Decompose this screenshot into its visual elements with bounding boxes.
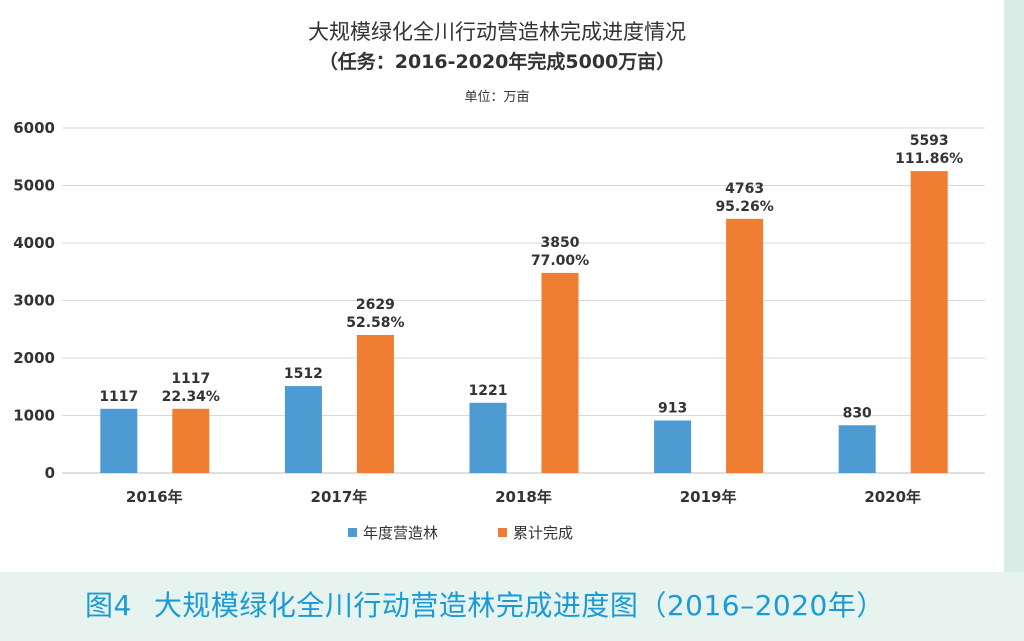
chart-panel — [0, 0, 1004, 572]
bar-series-2-1 — [172, 408, 210, 473]
percent-label-series-2-4: 95.26% — [715, 199, 773, 215]
chart-title: 大规模绿化全川行动营造林完成进度情况 — [308, 20, 686, 44]
data-label-series-2-2: 2629 — [356, 297, 395, 313]
data-label-series-2-5: 5593 — [910, 133, 949, 149]
percent-label-series-2-3: 77.00% — [531, 253, 589, 269]
bar-series-2-3 — [541, 272, 579, 473]
chart-subtitle: （任务：2016-2020年完成5000万亩） — [319, 50, 676, 73]
figure-caption: 图4 大规模绿化全川行动营造林完成进度图（2016–2020年） — [85, 582, 885, 630]
x-axis-ticks: 2016年 2017年 2018年 2019年 2020年 — [126, 488, 921, 506]
right-border-strip — [1004, 0, 1024, 572]
x-tick-label-3: 2018年 — [495, 488, 552, 506]
y-tick-label-0: 0 — [45, 464, 55, 482]
bar-series-1-2 — [284, 386, 322, 473]
bar-series-2-2 — [356, 335, 394, 473]
x-tick-label-1: 2016年 — [126, 488, 183, 506]
legend-label-1: 年度营造林 — [363, 524, 438, 542]
legend-swatch-2 — [498, 528, 507, 537]
percent-label-series-2-2: 52.58% — [346, 315, 404, 331]
bar-series-2-4 — [726, 218, 764, 473]
data-label-series-2-1: 1117 — [171, 371, 210, 387]
data-label-series-1-1: 1117 — [99, 389, 138, 405]
bar-series-2-5 — [910, 171, 948, 473]
grid-lines — [62, 127, 985, 474]
x-tick-label-2: 2017年 — [311, 488, 368, 506]
data-label-series-2-3: 3850 — [541, 235, 580, 251]
data-labels: 1117 1117 22.34% 1512 2629 52.58% 1221 3850 77.0… — [99, 133, 963, 421]
y-tick-label-6000: 6000 — [13, 119, 55, 137]
data-label-series-2-4: 4763 — [725, 181, 764, 197]
bar-series-1-3 — [469, 402, 507, 473]
legend-swatch-1 — [348, 528, 357, 537]
bars — [100, 171, 948, 473]
bar-series-1-4 — [654, 420, 692, 473]
data-label-series-1-2: 1512 — [284, 366, 323, 382]
bar-series-1-1 — [100, 408, 138, 473]
percent-label-series-2-1: 22.34% — [162, 389, 220, 405]
bar-chart: 大规模绿化全川行动营造林完成进度情况 （任务：2016-2020年完成5000万… — [13, 20, 985, 542]
legend: 年度营造林 累计完成 — [348, 524, 573, 542]
y-tick-label-5000: 5000 — [13, 177, 55, 195]
y-axis-ticks: 0 1000 2000 3000 4000 5000 6000 — [13, 119, 55, 482]
y-tick-label-1000: 1000 — [13, 407, 55, 425]
data-label-series-1-3: 1221 — [469, 383, 508, 399]
y-tick-label-4000: 4000 — [13, 234, 55, 252]
data-label-series-1-5: 830 — [843, 405, 872, 421]
chart-unit-label: 单位：万亩 — [464, 89, 529, 105]
y-tick-label-2000: 2000 — [13, 349, 55, 367]
y-tick-label-3000: 3000 — [13, 292, 55, 310]
x-tick-label-5: 2020年 — [864, 488, 921, 506]
percent-label-series-2-5: 111.86% — [895, 151, 963, 167]
data-label-series-1-4: 913 — [658, 401, 687, 417]
figure-caption-label: 图4 — [85, 589, 132, 622]
x-tick-label-4: 2019年 — [680, 488, 737, 506]
figure-caption-text: 大规模绿化全川行动营造林完成进度图（2016–2020年） — [153, 589, 885, 622]
bar-series-1-5 — [838, 425, 876, 473]
legend-label-2: 累计完成 — [513, 524, 573, 542]
